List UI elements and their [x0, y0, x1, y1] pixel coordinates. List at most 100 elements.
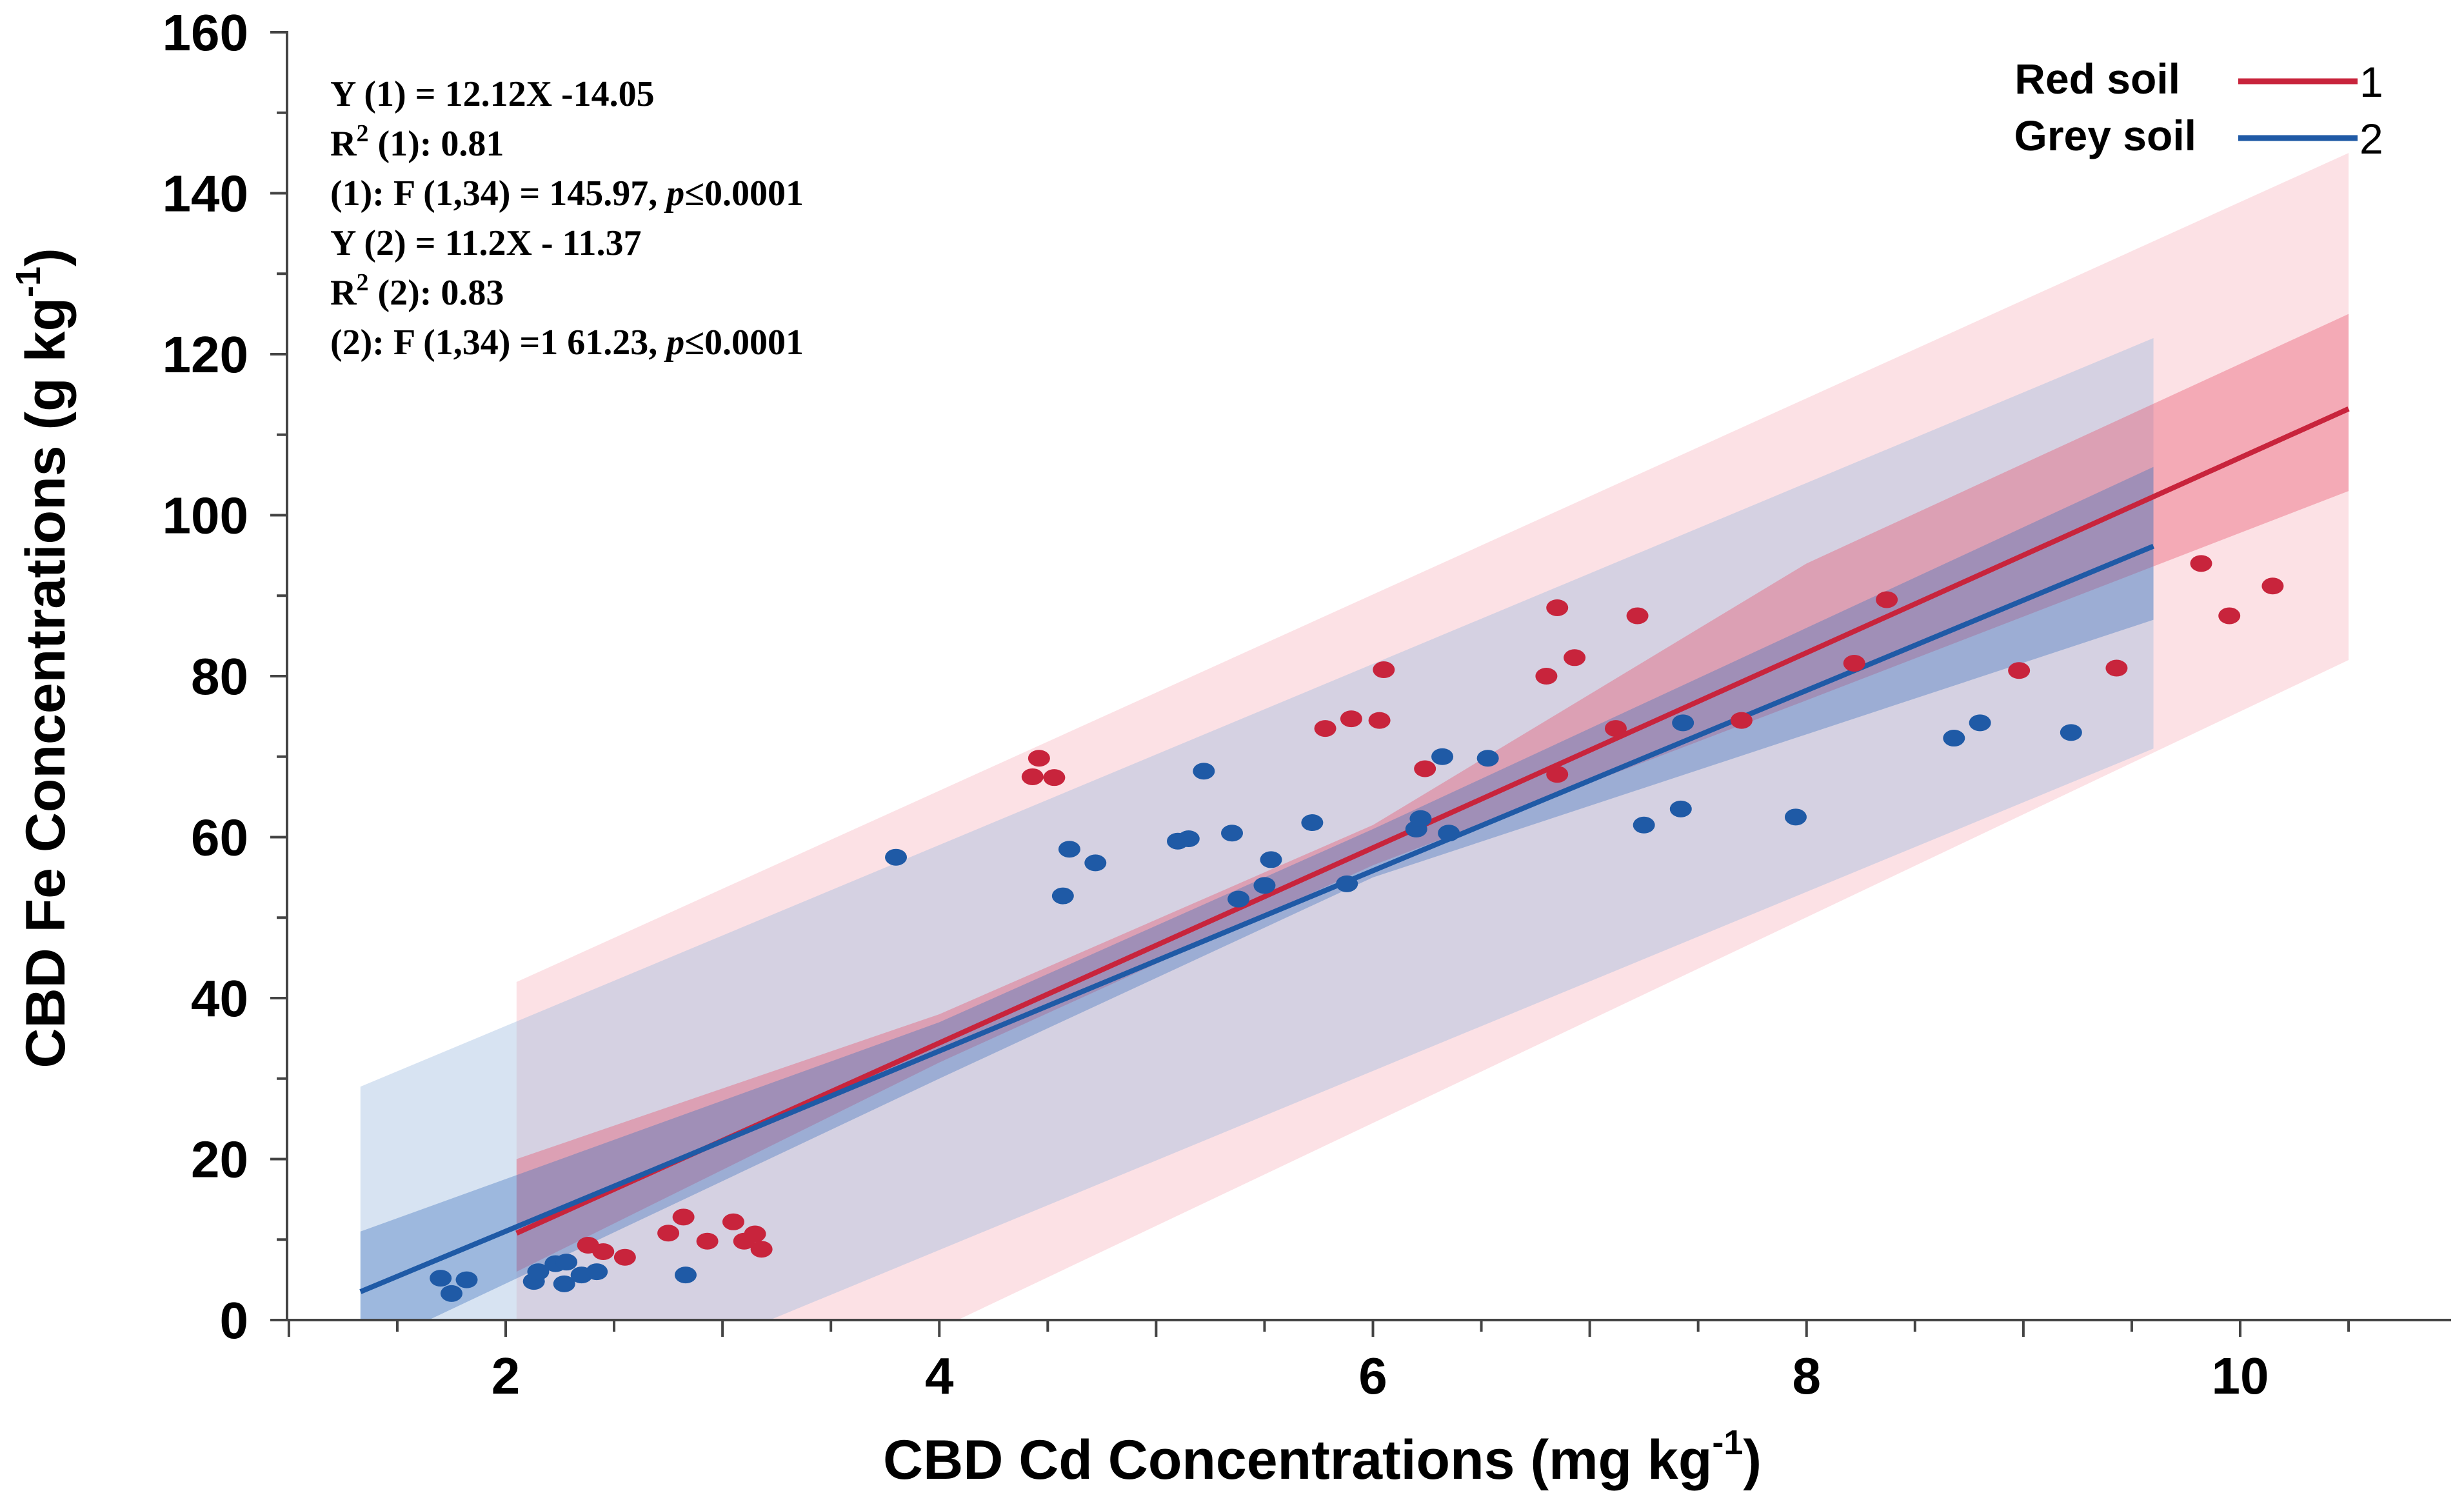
y-tick-label: 160 — [163, 4, 248, 61]
red-soil-point — [1373, 661, 1395, 679]
grey-soil-point — [2060, 724, 2082, 741]
grey-soil-point — [553, 1275, 575, 1292]
x-axis-title-text: CBD Cd Concentrations — [883, 1429, 1515, 1491]
grey-soil-point — [1260, 851, 1282, 868]
equation-line: R2 (1): 0.81 — [330, 120, 504, 164]
grey-soil-point — [1784, 808, 1807, 826]
equation-text: (2): 0.83 — [368, 273, 504, 313]
regression-equations: Y (1) = 12.12X -14.05 R2 (1): 0.81 (1): F … — [330, 74, 804, 363]
red-soil-point — [1626, 607, 1649, 625]
x-tick-label: 10 — [2212, 1347, 2269, 1405]
red-soil-point — [657, 1225, 680, 1242]
equation-italic: p — [664, 323, 684, 363]
red-soil-point — [2218, 607, 2241, 625]
equation-line: (1): F (1,34) = 145.97, p≤0.0001 — [330, 174, 804, 214]
grey-soil-point — [674, 1267, 697, 1284]
x-axis-unit-sup: -1 — [1712, 1423, 1743, 1462]
equation-line: (2): F (1,34) =1 61.23, p≤0.0001 — [330, 323, 804, 363]
grey-soil-point — [1476, 750, 1499, 767]
grey-soil-point — [1438, 825, 1460, 842]
red-soil-point — [1368, 712, 1391, 729]
x-tick-label: 4 — [925, 1347, 954, 1405]
equation-line: Y (2) = 11.2X - 11.37 — [330, 223, 641, 263]
grey-soil-point — [1051, 887, 1074, 905]
legend-number-grey-soil: 2 — [2360, 115, 2383, 163]
x-tick-label: 2 — [492, 1347, 521, 1405]
x-tick-label: 6 — [1358, 1347, 1387, 1405]
red-soil-point — [1340, 710, 1362, 728]
red-soil-point — [750, 1241, 773, 1258]
red-soil-point — [672, 1208, 695, 1226]
red-soil-point — [1876, 591, 1898, 608]
red-soil-point — [2261, 577, 2284, 595]
legend-label-grey-soil: Grey soil — [2014, 112, 2196, 159]
grey-soil-point — [1409, 810, 1432, 827]
red-soil-point — [1546, 766, 1569, 783]
equation-text: (1): F (1,34) = 145.97, — [330, 174, 666, 214]
grey-soil-point — [1672, 714, 1694, 732]
equation-text: R — [330, 273, 357, 313]
red-soil-point — [696, 1232, 719, 1250]
equation-italic: p — [664, 174, 684, 214]
grey-soil-point — [1221, 825, 1244, 842]
y-axis-title: CBD Fe Concentrations (g kg-1) — [9, 248, 77, 1068]
red-soil-point — [744, 1225, 766, 1243]
grey-soil-point — [1431, 748, 1454, 765]
red-soil-point — [722, 1213, 744, 1230]
red-soil-point — [592, 1243, 615, 1260]
red-soil-point — [1314, 720, 1336, 737]
equation-text: ≤0.0001 — [684, 174, 804, 214]
grey-soil-point — [1084, 854, 1107, 872]
grey-soil-point — [1227, 890, 1250, 908]
x-axis-ticks: 2 4 6 8 10 — [287, 1320, 2350, 1405]
legend: Red soil 1 Grey soil 2 — [2014, 55, 2383, 163]
y-axis-ticks: 0 20 40 60 80 100 120 140 160 — [163, 4, 287, 1349]
legend-number-red-soil: 1 — [2360, 58, 2383, 106]
y-axis-unit-close: ) — [15, 248, 77, 266]
red-soil-point — [2008, 662, 2031, 679]
red-soil-point — [2190, 555, 2212, 572]
equation-superscript: 2 — [356, 269, 368, 296]
grey-soil-point — [430, 1270, 452, 1287]
y-tick-label: 40 — [191, 970, 248, 1027]
y-tick-label: 60 — [191, 809, 248, 866]
x-tick-label: 8 — [1793, 1347, 1822, 1405]
y-tick-label: 140 — [163, 165, 248, 223]
y-tick-label: 20 — [191, 1131, 248, 1188]
equation-text: ≤0.0001 — [684, 323, 804, 363]
red-soil-point — [1843, 655, 1865, 672]
grey-soil-point — [885, 848, 908, 866]
equation-text: R — [330, 124, 357, 164]
grey-soil-point — [1177, 830, 1200, 847]
red-soil-point — [1730, 712, 1753, 729]
red-soil-point — [613, 1248, 636, 1266]
red-soil-point — [1028, 750, 1050, 767]
grey-soil-point — [1669, 800, 1692, 817]
grey-soil-point — [1943, 730, 1965, 747]
axes: 2 4 6 8 10 0 20 40 60 80 100 120 140 160 — [163, 4, 2451, 1405]
red-soil-point — [1414, 760, 1436, 777]
red-soil-point — [1535, 668, 1558, 685]
equation-text: Y (1) = 12.12X -14.05 — [330, 74, 655, 114]
grey-soil-point — [586, 1263, 608, 1281]
grey-soil-point — [555, 1254, 578, 1271]
red-soil-point — [2105, 659, 2128, 677]
equation-line: Y (1) = 12.12X -14.05 — [330, 74, 655, 114]
red-soil-fit-line — [515, 406, 2350, 1236]
equation-superscript: 2 — [356, 120, 368, 147]
equation-text: (2): F (1,34) =1 61.23, — [330, 323, 666, 363]
data-points — [430, 555, 2284, 1302]
red-soil-point — [1564, 649, 1586, 666]
y-tick-label: 80 — [191, 648, 248, 705]
x-axis-unit: (mg kg — [1530, 1429, 1712, 1491]
red-soil-point — [1021, 768, 1044, 785]
y-axis-unit-sup: -1 — [9, 266, 48, 297]
grey-soil-point — [1193, 763, 1215, 780]
grey-soil-point — [455, 1271, 478, 1288]
y-tick-label: 120 — [163, 326, 248, 383]
grey-soil-point — [527, 1263, 550, 1281]
grey-soil-point — [440, 1285, 462, 1302]
grey-soil-point — [1253, 877, 1276, 894]
equation-line: R2 (2): 0.83 — [330, 269, 504, 313]
